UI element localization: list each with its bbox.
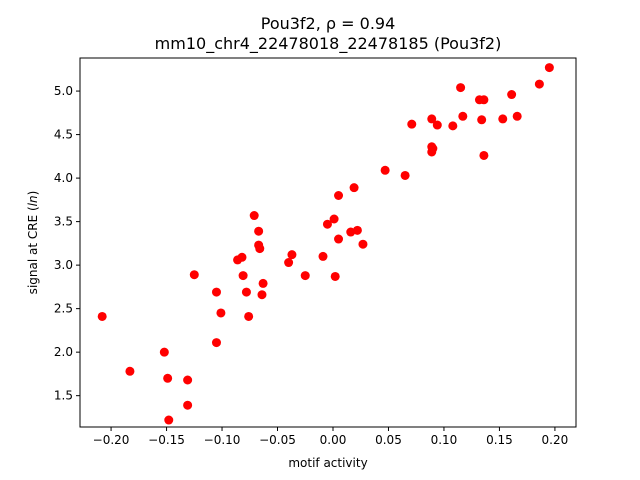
x-tick-label: −0.15 [148, 433, 185, 447]
x-tick-label: 0.00 [320, 433, 347, 447]
x-tick-label: 0.10 [431, 433, 458, 447]
data-point [237, 252, 247, 262]
data-point [183, 375, 193, 385]
data-point [211, 338, 221, 348]
data-point [258, 278, 268, 288]
data-point [330, 271, 340, 281]
x-tick-label: 0.20 [542, 433, 569, 447]
data-point [238, 271, 248, 281]
x-tick-label: −0.05 [259, 433, 296, 447]
data-point [322, 219, 332, 229]
y-tick-label: 4.0 [54, 171, 73, 185]
data-point [329, 214, 339, 224]
y-tick-label: 3.5 [54, 215, 73, 229]
data-point [241, 287, 251, 297]
y-tick-label: 2.0 [54, 345, 73, 359]
data-point [358, 239, 368, 249]
x-tick-label: −0.10 [204, 433, 241, 447]
data-point [380, 165, 390, 175]
data-point [512, 111, 522, 121]
data-point [498, 114, 508, 124]
data-point [349, 183, 359, 193]
data-point [477, 115, 487, 125]
data-point [300, 271, 310, 281]
data-point [216, 308, 226, 318]
data-point [183, 400, 193, 410]
data-point [458, 111, 468, 121]
y-tick-label: 1.5 [54, 389, 73, 403]
data-point [507, 90, 517, 100]
data-point [400, 170, 410, 180]
data-point [159, 347, 169, 357]
x-tick-label: −0.20 [93, 433, 130, 447]
chart-title-line1: Pou3f2, ρ = 0.94 [261, 14, 396, 33]
x-tick-label: 0.05 [375, 433, 402, 447]
data-point [334, 191, 344, 200]
data-point [163, 373, 173, 383]
data-point [352, 225, 362, 235]
data-point [125, 366, 135, 376]
data-point [249, 211, 259, 221]
data-point [97, 311, 107, 321]
y-axis-label-suffix: ) [26, 191, 40, 196]
chart-title-line2: mm10_chr4_22478018_22478185 (Pou3f2) [155, 34, 502, 54]
axis-ticks: −0.20 −0.15 −0.10 −0.05 0.00 0.05 0.10 0.15 0.20… [54, 84, 568, 447]
y-tick-label: 3.0 [54, 258, 73, 272]
data-point [534, 79, 544, 89]
data-point [334, 234, 344, 244]
data-point [407, 119, 417, 129]
data-point [428, 144, 438, 154]
data-point [479, 150, 489, 160]
plot-area-frame [79, 57, 577, 428]
data-points [97, 63, 554, 425]
y-tick-label: 2.5 [54, 302, 73, 316]
data-point [544, 63, 554, 73]
data-point [456, 83, 466, 93]
data-point [189, 270, 199, 280]
x-tick-label: 0.15 [486, 433, 513, 447]
y-tick-label: 5.0 [54, 84, 73, 98]
data-point [448, 121, 458, 131]
data-point [244, 311, 254, 321]
data-point [254, 226, 264, 236]
data-point [287, 250, 297, 260]
data-point [257, 290, 267, 300]
data-point [255, 244, 265, 254]
data-point [164, 415, 174, 425]
data-point [318, 251, 328, 261]
data-point [427, 114, 437, 124]
y-tick-label: 4.5 [54, 128, 73, 142]
y-axis-label: signal at CRE (ln) [26, 191, 40, 295]
data-point [432, 120, 442, 130]
data-point [479, 95, 489, 105]
y-axis-label-italic: ln [26, 195, 40, 206]
data-point [284, 258, 294, 268]
data-point [211, 287, 221, 297]
y-axis-label-prefix: signal at CRE ( [26, 206, 40, 294]
x-axis-label: motif activity [288, 456, 367, 470]
